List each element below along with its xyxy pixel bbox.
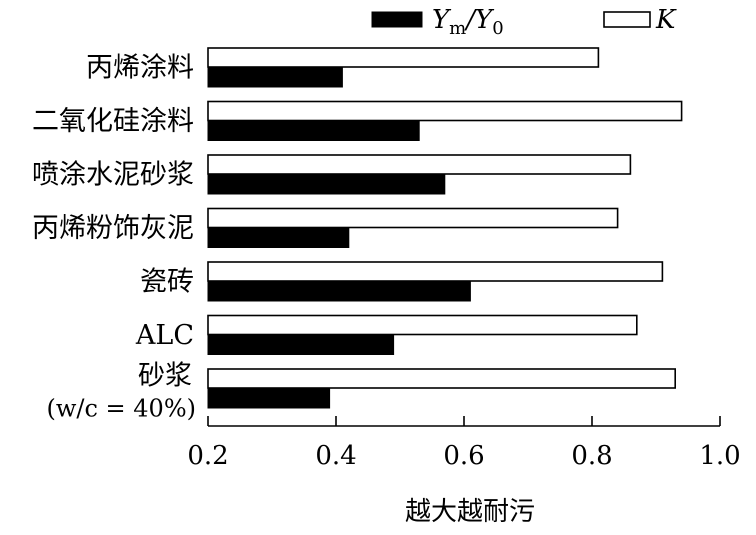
- axes: 0.2 0.4 0.6 0.8 1.0: [187, 416, 741, 471]
- bar-k-4: [207, 261, 664, 282]
- x-tick-label-4: 1.0: [699, 441, 740, 471]
- category-label-2: 喷涂水泥砂浆: [32, 160, 194, 191]
- bar-ym-4: [207, 281, 471, 302]
- x-tick-label-3: 0.8: [571, 441, 612, 471]
- x-tick-label-2: 0.6: [443, 441, 484, 471]
- x-tick-label-0: 0.2: [187, 441, 228, 471]
- bar-k-0: [207, 47, 600, 68]
- bar-k-1: [207, 100, 683, 122]
- bar-ym-5: [207, 335, 395, 355]
- bar-ym-1: [207, 121, 420, 141]
- legend-swatch-ym: [371, 11, 423, 28]
- category-label-3: 丙烯粉饰灰泥: [32, 213, 194, 244]
- category-label-4: 瓷砖: [140, 267, 194, 298]
- bars: [207, 47, 683, 409]
- category-label-1: 二氧化硅涂料: [32, 106, 194, 137]
- x-axis-title: 越大越耐污: [405, 497, 535, 527]
- category-label-5: ALC: [135, 320, 194, 351]
- legend-label-k: K: [655, 5, 677, 35]
- bar-k-6: [207, 368, 677, 389]
- bar-ym-0: [207, 67, 343, 88]
- category-label-6-sub: (w/c = 40%): [46, 395, 196, 423]
- x-tick-label-1: 0.4: [315, 441, 356, 471]
- legend-swatch-k: [603, 11, 651, 28]
- bar-k-5: [207, 314, 638, 336]
- bar-k-2: [207, 154, 632, 175]
- category-label-0: 丙烯涂料: [86, 53, 194, 84]
- bar-ym-6: [207, 388, 331, 409]
- legend-label-ym: Ym/Y0: [432, 5, 504, 39]
- bar-ym-3: [207, 228, 350, 248]
- bar-k-3: [207, 207, 619, 229]
- category-label-6: 砂浆: [138, 361, 192, 392]
- bar-ym-2: [207, 174, 446, 195]
- legend: Ym/Y0 K: [371, 5, 677, 39]
